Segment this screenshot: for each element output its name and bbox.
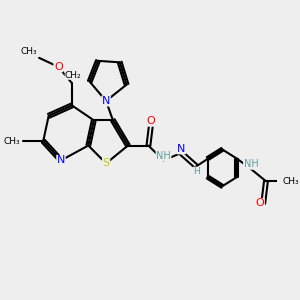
- Text: CH₃: CH₃: [20, 47, 37, 56]
- Text: CH₃: CH₃: [4, 136, 20, 146]
- Text: NH: NH: [156, 151, 171, 161]
- Text: O: O: [256, 199, 264, 208]
- Text: CH₃: CH₃: [283, 177, 299, 186]
- Text: O: O: [147, 116, 155, 126]
- Text: N: N: [102, 96, 110, 106]
- Text: H: H: [193, 167, 200, 176]
- Text: O: O: [54, 62, 63, 72]
- Text: S: S: [103, 158, 110, 168]
- Text: N: N: [57, 155, 65, 165]
- Text: CH₂: CH₂: [65, 70, 82, 80]
- Text: N: N: [177, 144, 185, 154]
- Text: NH: NH: [244, 159, 258, 169]
